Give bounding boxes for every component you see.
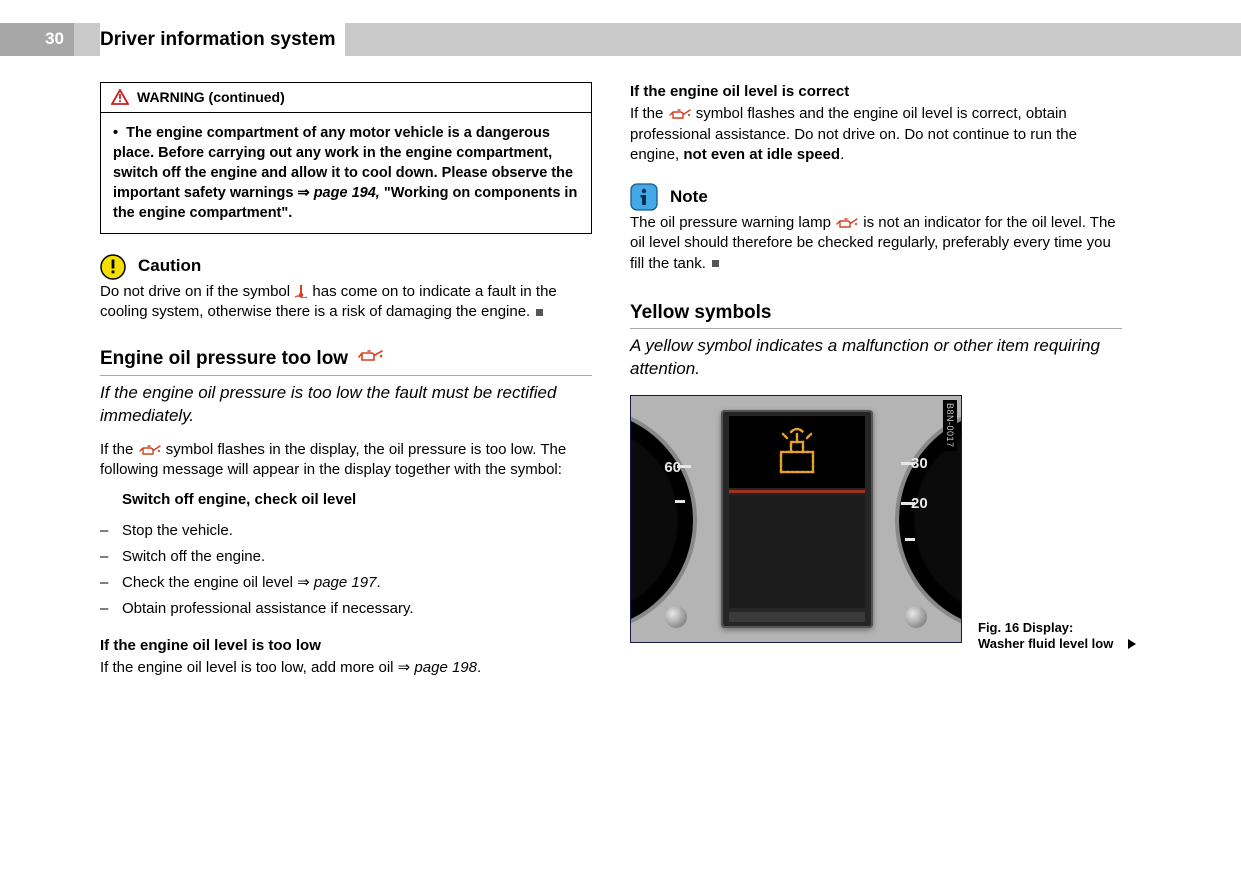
display-divider <box>729 490 865 493</box>
warning-bullet: • <box>113 125 118 141</box>
step-ref: page 197 <box>314 574 377 591</box>
gauge-tick <box>905 538 915 541</box>
warning-header: WARNING (continued) <box>101 83 591 113</box>
note-title: Note <box>670 186 708 209</box>
display-upper-screen <box>729 416 865 488</box>
caution-text-before: Do not drive on if the symbol <box>100 283 294 300</box>
too-low-head: If the engine oil level is too low <box>100 636 592 656</box>
caution-head: Caution <box>100 254 592 280</box>
too-low-arrow: ⇒ <box>398 659 411 676</box>
warning-body: • The engine compartment of any motor ve… <box>101 113 591 233</box>
rivet <box>905 606 927 628</box>
dashboard-figure: 60 30 20 <box>630 395 962 643</box>
step-text: Obtain professional assistance if necess… <box>122 599 414 619</box>
oil-can-icon <box>138 444 162 456</box>
rivet <box>665 606 687 628</box>
step-arrow: ⇒ <box>297 574 310 591</box>
list-item: –Switch off the engine. <box>100 547 592 567</box>
correct-head: If the engine oil level is correct <box>630 82 1122 102</box>
warning-page-ref: page 194, <box>314 185 380 201</box>
display-footer-strip <box>729 612 865 622</box>
fig-caption-line2: Washer fluid level low <box>978 636 1113 651</box>
oil-section-title-text: Engine oil pressure too low <box>100 346 348 372</box>
figure-caption: Fig. 16 Display: Washer fluid level low <box>978 620 1128 653</box>
oil-steps-list: –Stop the vehicle. –Switch off the engin… <box>100 521 592 620</box>
correct-text: If the symbol flashes and the engine oil… <box>630 104 1122 165</box>
oil-display-message: Switch off engine, check oil level <box>122 490 592 510</box>
gauge-tick <box>675 500 685 503</box>
caution-text: Do not drive on if the symbol has come o… <box>100 282 592 323</box>
list-item: –Check the engine oil level ⇒ page 197. <box>100 573 592 593</box>
caution-icon <box>100 254 126 280</box>
correct-tail: . <box>840 146 844 163</box>
step-before: Check the engine oil level <box>122 574 297 591</box>
oil-can-icon <box>668 108 692 120</box>
yellow-section-subtitle: A yellow symbol indicates a malfunction … <box>630 335 1122 381</box>
gauge-left: 60 <box>630 410 693 630</box>
header-title: Driver information system <box>100 27 335 53</box>
fig-caption-line1: Fig. 16 Display: <box>978 620 1073 635</box>
note-head: Note <box>630 183 1122 211</box>
end-mark <box>536 309 543 316</box>
page-number-tab: 30 <box>0 23 74 56</box>
end-mark <box>712 260 719 267</box>
header-title-wrap: Driver information system <box>100 23 345 56</box>
display-lower-screen <box>729 495 865 608</box>
oil-intro: If the symbol flashes in the display, th… <box>100 440 592 481</box>
step-wrap: Check the engine oil level ⇒ page 197. <box>122 573 381 593</box>
too-low-ref: page 198 <box>414 659 477 676</box>
dash: – <box>100 521 112 541</box>
washer-fluid-icon <box>769 424 825 480</box>
correct-before: If the <box>630 105 668 122</box>
yellow-section-title: Yellow symbols <box>630 300 1122 330</box>
note-before: The oil pressure warning lamp <box>630 214 835 231</box>
center-display-panel <box>721 410 873 628</box>
left-column: WARNING (continued) • The engine compart… <box>100 82 592 678</box>
dash: – <box>100 573 112 593</box>
step-text: Switch off the engine. <box>122 547 265 567</box>
yellow-title-text: Yellow symbols <box>630 300 772 326</box>
too-low-before: If the engine oil level is too low, add … <box>100 659 398 676</box>
warning-header-text: WARNING (continued) <box>137 88 285 107</box>
oil-section-title: Engine oil pressure too low <box>100 346 592 376</box>
too-low-text: If the engine oil level is too low, add … <box>100 658 592 678</box>
info-icon <box>630 183 658 211</box>
gauge-tick <box>901 462 915 465</box>
right-column: If the engine oil level is correct If th… <box>630 82 1122 643</box>
dash: – <box>100 599 112 619</box>
warning-triangle-icon <box>111 89 129 105</box>
correct-emph: not even at idle speed <box>683 146 840 163</box>
gauge-tick <box>677 465 691 468</box>
too-low-after: . <box>477 659 481 676</box>
oil-intro-before: If the <box>100 441 138 458</box>
oil-can-icon <box>835 217 859 229</box>
dash: – <box>100 547 112 567</box>
continue-arrow-icon <box>1126 638 1138 650</box>
step-after: . <box>376 574 380 591</box>
caution-title: Caution <box>138 255 201 278</box>
oil-can-icon <box>356 348 384 364</box>
gauge-tick <box>901 502 915 505</box>
oil-section-subtitle: If the engine oil pressure is too low th… <box>100 382 592 428</box>
coolant-temp-icon <box>294 284 308 298</box>
step-text: Stop the vehicle. <box>122 521 233 541</box>
list-item: –Obtain professional assistance if neces… <box>100 599 592 619</box>
gauge-label: 60 <box>664 458 681 478</box>
warning-box: WARNING (continued) • The engine compart… <box>100 82 592 234</box>
figure-id-tag: B8N-0017 <box>943 400 957 451</box>
warning-arrow: ⇒ <box>298 185 310 201</box>
note-text: The oil pressure warning lamp is not an … <box>630 213 1122 274</box>
page-number: 30 <box>45 28 64 51</box>
oil-intro-after: symbol flashes in the display, the oil p… <box>100 441 566 478</box>
list-item: –Stop the vehicle. <box>100 521 592 541</box>
